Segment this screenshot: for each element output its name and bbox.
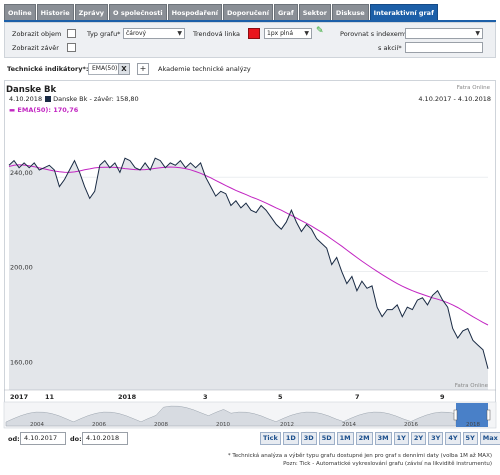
- tab-o-spolecnosti[interactable]: O společnosti: [109, 4, 167, 20]
- to-label: do:: [70, 435, 82, 443]
- to-date-input[interactable]: 4.10.2018: [82, 432, 128, 445]
- tab-online[interactable]: Online: [4, 4, 36, 20]
- show-volume-label: Zobrazit objem: [12, 30, 62, 38]
- watermark-bottom: Fatra Online: [454, 383, 488, 389]
- trendline-label: Trendová linka: [193, 30, 241, 38]
- show-close-checkbox[interactable]: [67, 43, 76, 52]
- show-close-label: Zobrazit závěr: [12, 44, 59, 52]
- indicators-label: Technické indikátory*:: [7, 65, 89, 73]
- footnotes: * Technická analýza a výběr typu grafu d…: [228, 452, 492, 468]
- chart-type-label: Typ grafu*: [87, 30, 121, 38]
- watermark-top: Fatra Online: [456, 85, 490, 91]
- footnote-1: * Technická analýza a výběr typu grafu d…: [227, 453, 492, 459]
- tab-bar: Online Historie Zprávy O společnosti Hos…: [4, 4, 438, 20]
- compare-index-label: Porovnat s indexem*: [340, 30, 408, 38]
- chart-info-bar: 4.10.2018 Danske Bk - závěr: 158,80 4.10.…: [9, 95, 491, 105]
- tab-interaktivni-graf[interactable]: Interaktivní graf: [369, 4, 438, 20]
- range-button-3m[interactable]: 3M: [374, 432, 392, 445]
- navigator-tick-label: 2004: [30, 422, 44, 428]
- range-button-1m[interactable]: 1M: [336, 432, 354, 445]
- range-button-3y[interactable]: 3Y: [428, 432, 444, 445]
- tab-hospodareni[interactable]: Hospodaření: [167, 4, 223, 20]
- navigator-tick-label: 2018: [466, 422, 480, 428]
- tab-zpravy[interactable]: Zprávy: [74, 4, 109, 20]
- pencil-icon[interactable]: ✎: [316, 26, 324, 36]
- navigator-left-handle[interactable]: [453, 409, 458, 421]
- indicators-row: Technické indikátory*: EMA(50) X + Akade…: [4, 60, 496, 78]
- chevron-down-icon: ▼: [475, 30, 480, 37]
- tab-diskuse[interactable]: Diskuse: [331, 4, 369, 20]
- series-info: 4.10.2018 Danske Bk - závěr: 158,80: [9, 95, 139, 103]
- navigator-tick-label: 2012: [280, 422, 294, 428]
- compare-stock-label: s akcií*: [378, 44, 402, 52]
- range-button-5y[interactable]: 5Y: [462, 432, 478, 445]
- tabs-underline: [4, 20, 496, 22]
- remove-indicator-button[interactable]: X: [118, 63, 130, 75]
- show-volume-checkbox[interactable]: [67, 29, 76, 38]
- navigator-tick-label: 2016: [404, 422, 418, 428]
- compare-stock-input[interactable]: [405, 42, 483, 53]
- footnote-2: Pozn: Tick - Automatické vykreslování gr…: [283, 461, 492, 467]
- range-button-tick[interactable]: Tick: [260, 432, 281, 445]
- navigator-right-handle[interactable]: [486, 409, 491, 421]
- chart-title: Danske Bk: [6, 85, 57, 95]
- line-width-select[interactable]: 1px plná ▼: [264, 28, 312, 39]
- navigator-tick-label: 2010: [216, 422, 230, 428]
- range-button-1y[interactable]: 1Y: [393, 432, 409, 445]
- date-range-label: 4.10.2017 - 4.10.2018: [418, 95, 491, 103]
- chart-type-select[interactable]: čárový ▼: [123, 28, 185, 39]
- add-indicator-button[interactable]: +: [137, 63, 149, 75]
- tab-sektor[interactable]: Sektor: [298, 4, 331, 20]
- range-button-3d[interactable]: 3D: [300, 432, 317, 445]
- range-button-max[interactable]: Max: [479, 432, 500, 445]
- indicator-chip-ema: EMA(50): [88, 63, 122, 75]
- ema-legend: ▬ EMA(50): 170,76: [9, 106, 79, 114]
- navigator-tick-label: 2008: [154, 422, 168, 428]
- range-button-2y[interactable]: 2Y: [410, 432, 427, 445]
- academy-link[interactable]: Akademie technické analýzy: [158, 65, 251, 73]
- from-label: od:: [8, 435, 20, 443]
- range-button-2m[interactable]: 2M: [355, 432, 373, 445]
- range-button-5d[interactable]: 5D: [318, 432, 335, 445]
- legend-square-icon: [45, 95, 52, 102]
- tab-graf[interactable]: Graf: [273, 4, 298, 20]
- compare-index-select[interactable]: ▼: [405, 28, 483, 39]
- chevron-down-icon: ▼: [304, 30, 309, 37]
- range-buttons: Tick 1D 3D 5D 1M 2M 3M 1Y 2Y 3Y 4Y 5Y Ma…: [260, 432, 500, 445]
- from-date-input[interactable]: 4.10.2017: [20, 432, 66, 445]
- navigator-tick-label: 2006: [92, 422, 106, 428]
- navigator-tick-label: 2014: [342, 422, 356, 428]
- range-button-1d[interactable]: 1D: [282, 432, 299, 445]
- tab-doporuceni[interactable]: Doporučení: [223, 4, 273, 20]
- chart-controls-panel: Zobrazit objem Zobrazit závěr Typ grafu*…: [4, 22, 496, 58]
- navigator-area: [5, 405, 457, 427]
- range-button-4y[interactable]: 4Y: [445, 432, 461, 445]
- tab-historie[interactable]: Historie: [36, 4, 74, 20]
- chart-frame: [4, 80, 496, 408]
- chevron-down-icon: ▼: [177, 30, 182, 37]
- trendline-color-swatch[interactable]: [248, 28, 260, 39]
